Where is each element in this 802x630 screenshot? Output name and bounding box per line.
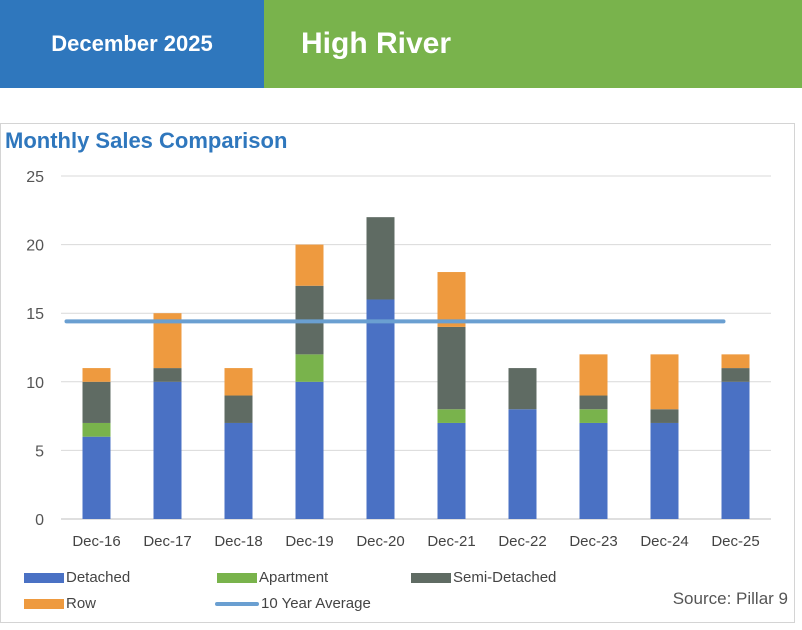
x-tick-label: Dec-20: [356, 533, 404, 550]
legend-detached-swatch: [24, 572, 64, 583]
legend-detached-label: Detached: [66, 569, 131, 586]
legend-apartment-swatch: [217, 572, 257, 583]
y-tick-label: 0: [35, 512, 44, 529]
bar-row: [579, 354, 608, 396]
bar-detached: [437, 422, 466, 519]
bar-semi-detached: [650, 409, 679, 423]
legend-apartment-label: Apartment: [259, 569, 329, 586]
legend-row-swatch: [24, 598, 64, 609]
bar-semi-detached: [508, 368, 537, 410]
bar-apartment: [579, 409, 608, 423]
bar-detached: [295, 381, 324, 519]
x-tick-label: Dec-25: [711, 533, 759, 550]
bar-detached: [650, 422, 679, 519]
bar-row: [295, 244, 324, 286]
chart-title: Monthly Sales Comparison: [5, 128, 288, 153]
y-tick-label: 5: [35, 443, 44, 460]
legend-row-label: Row: [66, 595, 97, 612]
bar-detached: [224, 422, 253, 519]
legend-average-swatch: [215, 601, 259, 606]
bar-apartment: [82, 422, 111, 437]
bar-semi-detached: [579, 395, 608, 410]
y-tick-label: 25: [26, 169, 44, 186]
bar-row: [650, 354, 679, 410]
sales-chart: 0 5 10 15 20 25 Dec-16 Dec-17 Dec-18 Dec-19 Dec-20…: [26, 169, 771, 550]
bar-row: [437, 272, 466, 327]
bar-semi-detached: [721, 368, 750, 382]
bar-semi-detached: [224, 395, 253, 423]
legend-apartment: Apartment: [217, 569, 328, 586]
legend-semi-detached-swatch: [411, 572, 451, 583]
x-tick-label: Dec-16: [72, 533, 120, 550]
bar-detached: [82, 436, 111, 519]
y-tick-label: 15: [26, 306, 44, 323]
bar-row: [82, 368, 111, 382]
bar-semi-detached: [366, 217, 395, 300]
y-tick-label: 20: [26, 238, 44, 255]
source-note: Source: Pillar 9: [672, 589, 788, 608]
legend-average-label: 10 Year Average: [261, 595, 371, 612]
x-tick-label: Dec-18: [214, 533, 262, 550]
bar-semi-detached: [437, 326, 466, 410]
x-tick-label: Dec-21: [427, 533, 475, 550]
x-tick-label: Dec-23: [569, 533, 617, 550]
x-tick-label: Dec-19: [285, 533, 333, 550]
bar-detached: [366, 299, 395, 519]
header-date: December 2025: [0, 0, 264, 88]
bar-detached: [153, 381, 182, 519]
bar-apartment: [437, 409, 466, 423]
x-tick-label: Dec-24: [640, 533, 688, 550]
bar-detached: [721, 381, 750, 519]
y-tick-label: 10: [26, 375, 44, 392]
legend-average: 10 Year Average: [215, 595, 371, 612]
header-location: High River: [264, 0, 802, 88]
legend-row: Row: [24, 595, 96, 612]
bar-detached: [579, 422, 608, 519]
bar-row: [721, 354, 750, 369]
bar-row: [224, 368, 253, 396]
legend-detached: Detached: [24, 569, 130, 586]
bar-detached: [508, 409, 537, 519]
legend-semi-detached: Semi-Detached: [411, 569, 556, 586]
bar-semi-detached: [82, 381, 111, 423]
x-tick-label: Dec-17: [143, 533, 191, 550]
legend-semi-detached-label: Semi-Detached: [453, 569, 557, 586]
bar-semi-detached: [153, 368, 182, 382]
bar-apartment: [295, 354, 324, 382]
x-tick-label: Dec-22: [498, 533, 546, 550]
chart-frame: [0, 123, 795, 623]
